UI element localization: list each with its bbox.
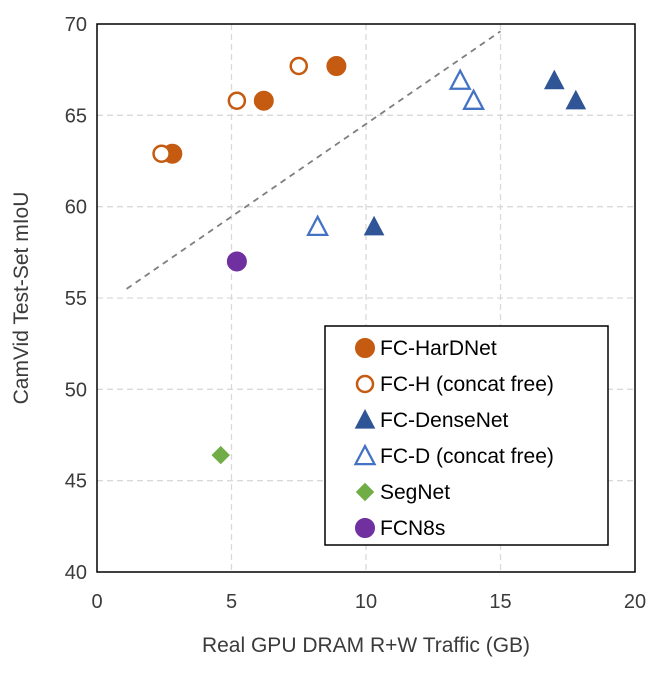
data-point-fc-d-concat-free: [462, 88, 486, 110]
legend-marker-fc-densenet: [354, 409, 376, 429]
plot-area-frame: [96, 23, 636, 573]
y-tick-label: 70: [65, 14, 87, 36]
data-point-fc-h-concat-free: [152, 144, 171, 163]
legend-label: SegNet: [380, 481, 450, 504]
series-fcn8s: [226, 251, 247, 272]
x-tick-label: 20: [624, 591, 646, 613]
legend-label: FC-H (concat free): [380, 373, 554, 396]
legend-label: FCN8s: [380, 517, 445, 540]
legend-entry-segnet: SegNet: [355, 481, 450, 504]
legend-entry-fc-hardnet: FC-HarDNet: [355, 337, 497, 360]
legend-marker-fc-h-concat-free: [355, 374, 375, 394]
data-point-fc-densenet: [363, 215, 385, 236]
x-tick-label: 15: [489, 591, 511, 613]
legend-marker-fc-hardnet: [355, 338, 375, 358]
legend-entry-fc-h-concat-free: FC-H (concat free): [355, 373, 554, 396]
legend-marker-segnet: [355, 482, 375, 502]
series-segnet: [211, 445, 230, 465]
data-point-fc-hardnet: [253, 90, 274, 111]
series-fc-hardnet: [162, 56, 347, 164]
data-point-fc-densenet: [565, 89, 587, 110]
legend-entry-fc-densenet: FC-DenseNet: [354, 409, 509, 432]
data-point-segnet: [211, 445, 230, 465]
tick-labels-layer: 0 5 10 15 20 40 45 50 55 60 65 70: [65, 14, 646, 613]
x-tick-label: 10: [355, 591, 377, 613]
data-point-fc-h-concat-free: [227, 91, 247, 110]
legend-marker-fc-d-concat-free: [353, 443, 377, 466]
y-tick-label: 65: [65, 105, 87, 127]
data-point-fc-densenet: [543, 69, 565, 90]
legend: FC-HarDNet FC-H (concat free) FC-DenseNet F…: [324, 325, 609, 546]
y-tick-label: 50: [65, 379, 87, 401]
data-point-fc-d-concat-free: [448, 68, 472, 90]
series-fc-d-concat-free: [306, 68, 486, 237]
data-point-fcn8s: [226, 251, 247, 272]
grid-layer: [97, 24, 635, 572]
legend-label: FC-HarDNet: [380, 337, 497, 360]
data-point-fc-d-concat-free: [306, 214, 329, 237]
y-axis-title: CamVid Test-Set mIoU: [10, 192, 33, 405]
data-points-layer: [152, 56, 587, 465]
trendline: [126, 30, 502, 290]
y-tick-label: 40: [65, 562, 87, 584]
legend-entry-fc-d-concat-free: FC-D (concat free): [353, 443, 554, 468]
x-tick-label: 0: [91, 591, 102, 613]
y-tick-label: 45: [65, 471, 87, 493]
legend-entry-fcn8s: FCN8s: [355, 517, 445, 540]
x-tick-label: 5: [226, 591, 237, 613]
data-point-fc-hardnet: [326, 56, 347, 77]
series-fc-h-concat-free: [152, 56, 308, 163]
legend-marker-fcn8s: [355, 518, 375, 538]
legend-box: [324, 325, 609, 546]
trend-layer: [126, 30, 502, 290]
data-point-fc-h-concat-free: [289, 56, 308, 76]
series-fc-densenet: [363, 69, 587, 236]
x-axis-title: Real GPU DRAM R+W Traffic (GB): [202, 634, 530, 657]
y-tick-label: 55: [65, 288, 87, 310]
legend-label: FC-DenseNet: [380, 409, 509, 432]
y-tick-label: 60: [65, 197, 87, 219]
legend-label: FC-D (concat free): [380, 445, 554, 468]
